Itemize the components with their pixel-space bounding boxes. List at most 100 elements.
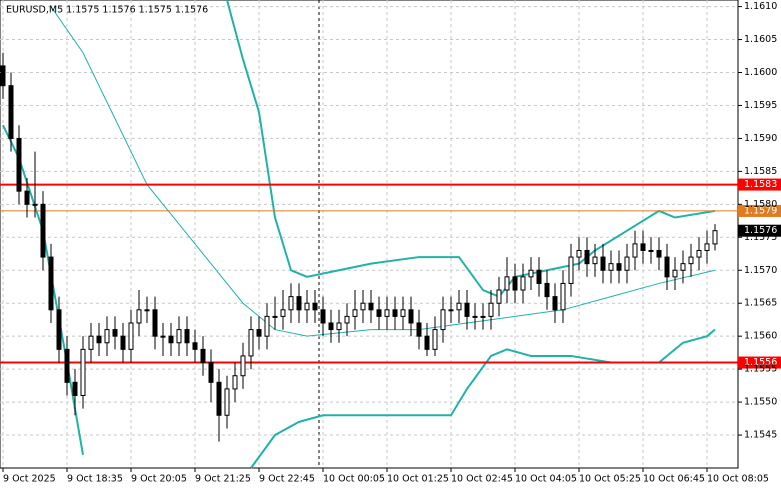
candle-body xyxy=(312,302,318,311)
y-tick-label: 1.1565 xyxy=(744,298,777,309)
chart-title: EURUSD,M5 1.1575 1.1576 1.1575 1.1576 xyxy=(6,5,208,16)
candle-body xyxy=(336,322,342,331)
candle-body xyxy=(184,329,190,344)
candle-body xyxy=(192,342,198,350)
candle-body xyxy=(0,65,6,87)
candle-body xyxy=(200,348,206,364)
candle-body xyxy=(472,315,478,318)
candle-body xyxy=(248,329,254,357)
candle-body xyxy=(112,329,118,337)
candle-body xyxy=(168,335,174,344)
candle-body xyxy=(568,256,574,284)
candle-body xyxy=(360,302,366,311)
candle-body xyxy=(64,348,70,383)
candle-body xyxy=(320,309,326,324)
candle-body xyxy=(96,335,102,344)
candle-body xyxy=(264,315,270,337)
x-tick-label: 9 Oct 22:45 xyxy=(259,474,315,485)
candle-body xyxy=(344,315,350,324)
candle-body xyxy=(328,322,334,331)
candle-body xyxy=(304,302,310,311)
price-tag xyxy=(738,178,781,191)
candle-body xyxy=(688,256,694,265)
y-tick-label: 1.1560 xyxy=(744,331,777,342)
candle-body xyxy=(712,230,718,245)
y-tick-label: 1.1555 xyxy=(744,364,777,375)
candle-body xyxy=(56,309,62,350)
price-tag-label: 1.1579 xyxy=(744,205,777,216)
price-tag-label: 1.1583 xyxy=(744,179,777,190)
y-tick-label: 1.1610 xyxy=(744,1,777,12)
candle-body xyxy=(536,269,542,284)
candle-body xyxy=(8,85,14,139)
candle-body xyxy=(608,263,614,271)
price-tag xyxy=(738,224,781,237)
candle-body xyxy=(280,309,286,317)
y-tick-label: 1.1545 xyxy=(744,430,777,441)
candle-body xyxy=(104,329,110,344)
candle-body xyxy=(664,256,670,278)
candle-body xyxy=(296,296,302,311)
candle-body xyxy=(408,309,414,324)
candle-body xyxy=(592,256,598,265)
candle-body xyxy=(24,190,30,205)
candle-body xyxy=(160,335,166,338)
candle-body xyxy=(504,276,510,291)
x-tick-label: 10 Oct 02:45 xyxy=(451,474,513,485)
candle-body xyxy=(136,309,142,324)
candle-body xyxy=(32,203,38,206)
candle-body xyxy=(368,302,374,311)
candle-body xyxy=(616,263,622,271)
y-tick-label: 1.1595 xyxy=(744,100,777,111)
candle-body xyxy=(232,375,238,390)
candle-body xyxy=(496,289,502,304)
candle-body xyxy=(448,309,454,312)
y-tick-label: 1.1585 xyxy=(744,166,777,177)
x-tick-label: 9 Oct 18:35 xyxy=(67,474,123,485)
candle-body xyxy=(384,309,390,317)
candle-body xyxy=(88,335,94,350)
candle-body xyxy=(128,322,134,350)
candle-body xyxy=(208,362,214,383)
y-tick-label: 1.1590 xyxy=(744,133,777,144)
x-tick-label: 10 Oct 04:05 xyxy=(515,474,577,485)
grid xyxy=(0,0,738,468)
candle-body xyxy=(392,309,398,317)
candle-body xyxy=(224,388,230,416)
candle-body xyxy=(440,309,446,331)
candle-body xyxy=(400,309,406,317)
candle-body xyxy=(488,302,494,317)
band-line xyxy=(226,0,716,298)
candle-body xyxy=(176,329,182,344)
candle-body xyxy=(16,137,22,192)
x-tick-label: 10 Oct 08:05 xyxy=(707,474,769,485)
candle-body xyxy=(120,335,126,350)
candle-body xyxy=(240,355,246,377)
x-tick-label: 10 Oct 06:45 xyxy=(643,474,705,485)
candle-body xyxy=(48,256,54,311)
candle-body xyxy=(512,276,518,291)
price-tag xyxy=(738,204,781,217)
candle-body xyxy=(432,329,438,350)
candle-body xyxy=(544,282,550,298)
candle-body xyxy=(520,276,526,291)
candle-body xyxy=(528,269,534,278)
candle-body xyxy=(672,269,678,278)
y-tick-label: 1.1600 xyxy=(744,67,777,78)
candle-body xyxy=(648,249,654,252)
candle-body xyxy=(288,296,294,311)
y-tick-label: 1.1605 xyxy=(744,34,777,45)
y-tick-label: 1.1550 xyxy=(744,397,777,408)
candle-body xyxy=(600,256,606,271)
candle-body xyxy=(624,256,630,271)
candle-body xyxy=(704,243,710,251)
y-tick-label: 1.1570 xyxy=(744,265,777,276)
candle-body xyxy=(216,381,222,416)
candle-body xyxy=(424,335,430,350)
candles xyxy=(0,52,718,442)
plot-frame xyxy=(0,0,739,469)
candle-body xyxy=(416,322,422,337)
price-tag-label: 1.1556 xyxy=(744,357,777,368)
